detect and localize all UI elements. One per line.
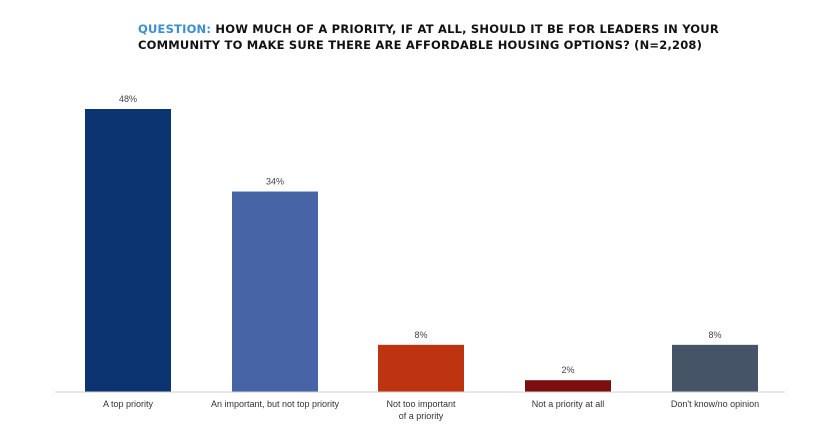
value-label-2: 34% [266,177,284,187]
bar-4 [525,380,611,392]
category-label-3-line-2: of a priority [399,411,444,421]
category-label-5: Don't know/no opinion [671,399,759,409]
category-label-1: A top priority [103,399,154,409]
value-label-1: 48% [119,94,137,104]
value-label-3: 8% [414,330,427,340]
category-label-3-line-1: Not too important [386,399,456,409]
value-label-5: 8% [708,330,721,340]
category-label-2: An important, but not top priority [211,399,340,409]
chart-title: QUESTION: HOW MUCH OF A PRIORITY, IF AT … [138,21,778,53]
category-label-4: Not a priority at all [532,399,605,409]
title-text: HOW MUCH OF A PRIORITY, IF AT ALL, SHOUL… [138,22,719,52]
bar-5 [672,344,758,392]
bar-3 [378,344,464,392]
bar-2 [232,191,318,392]
bar-1 [85,109,171,392]
value-label-4: 2% [561,365,574,375]
bars-group: 48% A top priority 34% An important, but no… [85,94,759,421]
title-prefix: QUESTION: [138,22,212,36]
